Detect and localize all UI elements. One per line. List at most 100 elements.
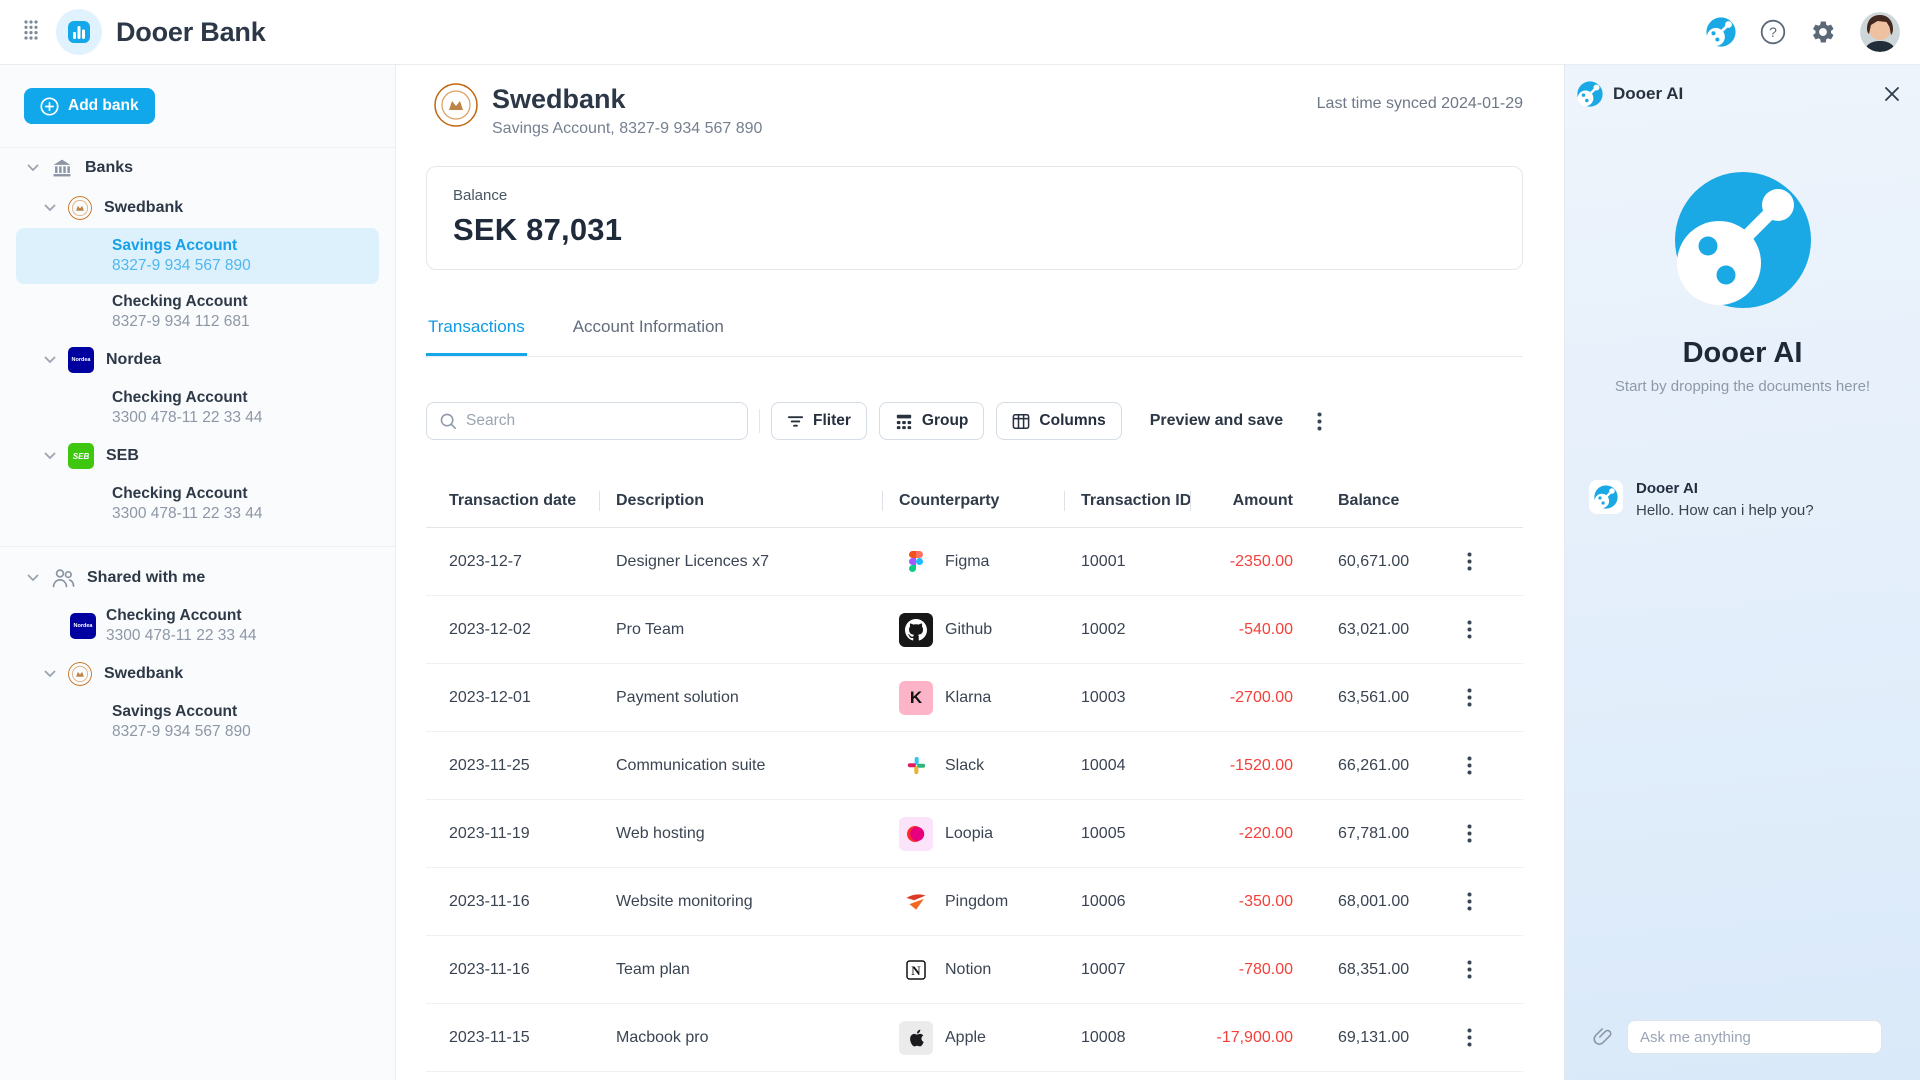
- cell-description: Payment solution: [616, 688, 739, 706]
- filter-button[interactable]: Fliter: [771, 402, 867, 440]
- row-kebab-button[interactable]: [1463, 684, 1476, 711]
- row-kebab-button[interactable]: [1463, 752, 1476, 779]
- row-kebab-button[interactable]: [1463, 888, 1476, 915]
- table-row[interactable]: 2023-12-7 Designer Licences x7: [426, 528, 1523, 596]
- cell-transaction-id: 10002: [1081, 620, 1126, 638]
- sidebar-section-shared[interactable]: Shared with me: [0, 558, 395, 598]
- sidebar-section-banks[interactable]: Banks: [0, 148, 395, 188]
- cell-amount: -2350.00: [1229, 552, 1293, 570]
- table-row[interactable]: 2023-11-16 Team plan N Notion 10007 -780…: [426, 936, 1523, 1004]
- group-button[interactable]: Group: [878, 402, 985, 440]
- cell-amount: -780.00: [1238, 960, 1293, 978]
- kebab-icon: [1467, 552, 1472, 571]
- row-kebab-button[interactable]: [1463, 1024, 1476, 1051]
- sidebar-shared-bank-swedbank[interactable]: Swedbank: [0, 654, 395, 694]
- sidebar-shared-account-swedbank-savings[interactable]: Savings Account 8327-9 934 567 890: [16, 694, 379, 750]
- banks-tree: Banks Swedbank Savings Account 8327-9 93…: [0, 148, 395, 532]
- sidebar-account-nordea-checking[interactable]: Checking Account 3300 478-11 22 33 44: [16, 380, 379, 436]
- row-kebab-button[interactable]: [1463, 956, 1476, 983]
- svg-text:N: N: [911, 963, 921, 978]
- kebab-icon: [1467, 824, 1472, 843]
- cell-description: Team plan: [616, 960, 690, 978]
- row-kebab-button[interactable]: [1463, 616, 1476, 643]
- help-button[interactable]: ?: [1760, 19, 1786, 45]
- table-row[interactable]: 2023-11-25 Communication suite Slack: [426, 732, 1523, 800]
- nordea-logo-text: Nordea: [71, 357, 91, 363]
- dooer-ai-toggle-button[interactable]: [1706, 17, 1736, 47]
- sidebar-shared-account-nordea[interactable]: Nordea Checking Account 3300 478-11 22 3…: [16, 598, 379, 654]
- column-header-amount[interactable]: Amount: [1232, 491, 1293, 509]
- table-row[interactable]: 2023-11-19 Web hosting Loopia 10005 -220…: [426, 800, 1523, 868]
- plus-circle-icon: [40, 96, 59, 116]
- cell-date: 2023-12-01: [449, 688, 531, 706]
- sidebar-bank-seb[interactable]: SEB SEB: [0, 436, 395, 476]
- svg-text:?: ?: [1769, 24, 1777, 40]
- dooer-ai-icon: [1594, 485, 1618, 509]
- column-header-transaction-id[interactable]: Transaction ID: [1081, 474, 1207, 527]
- ai-message-avatar: [1589, 480, 1623, 514]
- column-header-counterparty[interactable]: Counterparty: [899, 474, 1081, 527]
- cell-balance: 63,561.00: [1338, 688, 1410, 706]
- counterparty-name: Apple: [945, 1028, 986, 1046]
- table-row[interactable]: 2023-12-02 Pro Team Github 10002 -540.00…: [426, 596, 1523, 664]
- filter-icon: [787, 416, 804, 427]
- seb-logo-text: SEB: [72, 451, 90, 461]
- toolbar-divider: [759, 409, 760, 433]
- swedbank-logo: [68, 196, 92, 220]
- last-synced: Last time synced 2024-01-29: [1316, 95, 1523, 112]
- account-number: 3300 478-11 22 33 44: [112, 505, 263, 522]
- table-row[interactable]: 2023-11-16 Website monitoring Pingdom 10…: [426, 868, 1523, 936]
- filter-label: Fliter: [813, 412, 851, 429]
- close-panel-button[interactable]: [1884, 86, 1900, 102]
- table-row[interactable]: 2023-12-01 Payment solution K Klarna 100…: [426, 664, 1523, 732]
- paperclip-icon: [1593, 1028, 1612, 1045]
- row-kebab-button[interactable]: [1463, 548, 1476, 575]
- app-grid-icon[interactable]: [24, 19, 38, 45]
- add-bank-button[interactable]: Add bank: [24, 88, 155, 124]
- nordea-logo-text: Nordea: [73, 623, 93, 629]
- dooer-ai-icon: [1706, 17, 1736, 47]
- column-header-description[interactable]: Description: [616, 474, 899, 527]
- balance-value: SEK 87,031: [453, 212, 623, 247]
- balance-label: Balance: [453, 187, 508, 204]
- sidebar-bank-swedbank[interactable]: Swedbank: [0, 188, 395, 228]
- sidebar-bank-nordea[interactable]: Nordea Nordea: [0, 340, 395, 380]
- tab-account-information[interactable]: Account Information: [571, 298, 726, 356]
- cell-transaction-id: 10005: [1081, 824, 1126, 842]
- sidebar: Add bank Banks: [0, 65, 396, 1080]
- cell-description: Web hosting: [616, 824, 705, 842]
- table-body: 2023-12-7 Designer Licences x7: [426, 528, 1523, 1072]
- cell-balance: 68,351.00: [1338, 960, 1410, 978]
- cell-balance: 67,781.00: [1338, 824, 1410, 842]
- search-box[interactable]: [426, 402, 748, 440]
- cell-description: Designer Licences x7: [616, 552, 769, 570]
- cell-date: 2023-12-02: [449, 620, 531, 638]
- bar-chart-icon: [68, 21, 90, 43]
- table-row[interactable]: 2023-11-15 Macbook pro Apple 10008 -17,9…: [426, 1004, 1523, 1072]
- preview-and-save-button[interactable]: Preview and save: [1149, 412, 1284, 429]
- tab-transactions[interactable]: Transactions: [426, 298, 527, 356]
- bank-name: Swedbank: [104, 665, 184, 682]
- column-header-balance[interactable]: Balance: [1338, 491, 1400, 509]
- settings-button[interactable]: [1810, 19, 1836, 45]
- column-header-transaction-date[interactable]: Transaction date: [426, 474, 616, 527]
- transactions-table: Transaction date Description Counterpart…: [426, 474, 1523, 1072]
- cell-amount: -350.00: [1238, 892, 1293, 910]
- account-title: Checking Account: [106, 607, 242, 624]
- search-input[interactable]: [466, 412, 735, 430]
- sidebar-account-swedbank-savings[interactable]: Savings Account 8327-9 934 567 890: [16, 228, 379, 284]
- row-kebab-button[interactable]: [1463, 820, 1476, 847]
- columns-button[interactable]: Columns: [996, 402, 1122, 440]
- ai-chat-input[interactable]: [1627, 1020, 1882, 1054]
- bank-name: Swedbank: [104, 199, 184, 216]
- cell-amount: -540.00: [1238, 620, 1293, 638]
- toolbar-kebab-button[interactable]: [1313, 408, 1326, 435]
- sidebar-account-seb-checking[interactable]: Checking Account 3300 478-11 22 33 44: [16, 476, 379, 532]
- user-avatar[interactable]: [1860, 12, 1900, 52]
- counterparty-name: Pingdom: [945, 892, 1009, 910]
- figma-logo: [899, 545, 933, 579]
- attach-file-button[interactable]: [1592, 1026, 1614, 1048]
- cell-transaction-id: 10006: [1081, 892, 1126, 910]
- sidebar-account-swedbank-checking[interactable]: Checking Account 8327-9 934 112 681: [16, 284, 379, 340]
- kebab-icon: [1467, 960, 1472, 979]
